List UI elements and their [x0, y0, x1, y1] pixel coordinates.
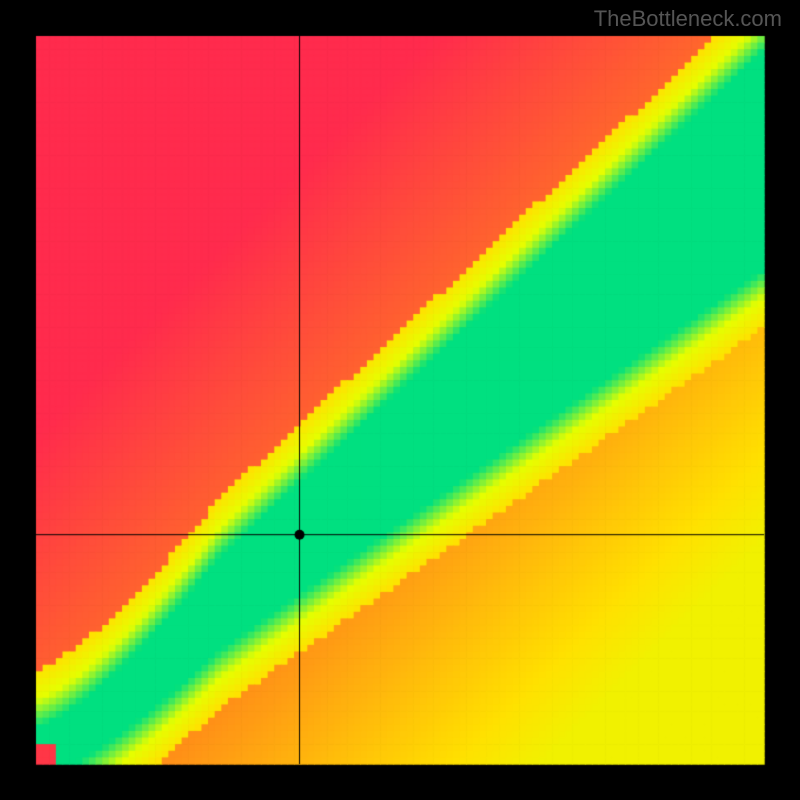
- bottleneck-heatmap: [0, 0, 800, 800]
- watermark-text: TheBottleneck.com: [594, 6, 782, 32]
- chart-container: TheBottleneck.com: [0, 0, 800, 800]
